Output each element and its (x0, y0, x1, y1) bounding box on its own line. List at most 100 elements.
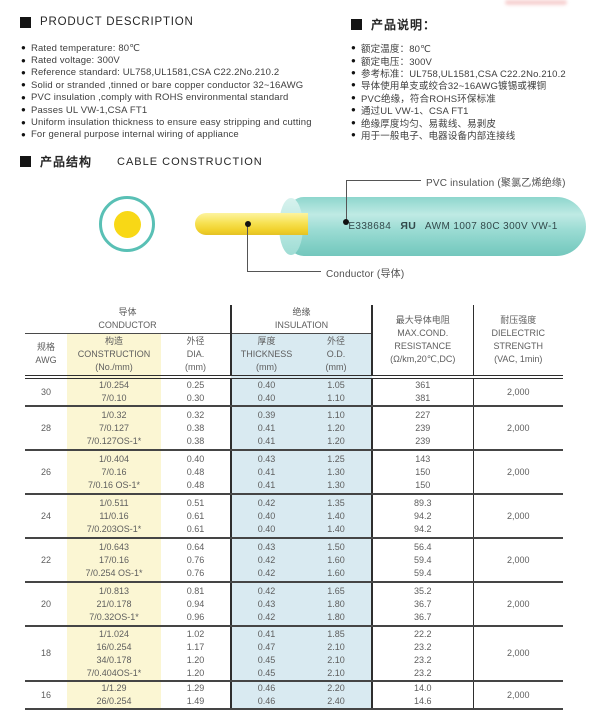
product-description-list-cn: ● 额定温度：80℃ ● 额定电压：300V ● 参考标准：UL758,UL1581,CS… (351, 42, 566, 142)
od-value: 1.35 (327, 497, 345, 508)
resistance-value: 36.7 (413, 611, 432, 622)
od-value: 1.30 (327, 479, 345, 490)
thickness-value: 0.46 (257, 696, 276, 706)
dia-value: 0.40 (186, 453, 205, 464)
od-value: 1.10 (327, 393, 345, 403)
cropped-logo-remnant (505, 0, 567, 5)
od-value: 1.40 (327, 523, 345, 534)
resistance-value: 23.2 (413, 667, 432, 678)
dielectric-cell: 2,000 (472, 406, 563, 451)
od-cell: 2.20 2.40 (301, 681, 372, 710)
table-row: 28 1/0.32 7/0.127 7/0.127OS-1* 0.32 0.38 0.38 0… (25, 406, 563, 451)
resistance-value: 239 (415, 435, 431, 446)
awg-cell: 24 (25, 494, 67, 539)
dielectric-cell: 2,000 (472, 377, 563, 407)
resistance-value: 59.4 (413, 567, 432, 578)
construction-value: 7/0.127OS-1* (86, 435, 142, 446)
od-value: 1.50 (327, 541, 345, 552)
dia-value: 0.81 (186, 585, 205, 596)
dia-cell: 0.40 0.48 0.48 (161, 450, 231, 495)
column-header-construction: 构造 CONSTRUCTION (No./mm) (67, 333, 161, 379)
dia-value: 0.38 (186, 435, 205, 446)
od-cell: 1.85 2.10 2.10 2.10 (301, 626, 372, 682)
construction-cell: 1/1.29 26/0.254 (67, 681, 161, 710)
resistance-value: 56.4 (413, 541, 432, 552)
od-value: 1.20 (327, 435, 345, 446)
column-header-thickness: 厚度 THICKNESS (mm) (230, 333, 301, 379)
awg-cell: 18 (25, 626, 67, 682)
thickness-value: 0.43 (257, 598, 276, 609)
resistance-value: 227 (415, 409, 431, 420)
bullet-text: 用于一般电子、电器设备内部连接线 (360, 130, 516, 142)
construction-value: 1/0.32 (101, 409, 127, 420)
resistance-cell: 35.2 36.7 36.7 (371, 582, 473, 627)
cable-spec-marking: AWM 1007 80C 300V VW-1 (424, 221, 558, 232)
construction-cell: 1/0.511 11/0.16 7/0.203OS-1* (67, 494, 161, 539)
od-value: 1.60 (327, 554, 345, 565)
od-cell: 1.05 1.10 (301, 377, 372, 407)
dia-value: 0.61 (186, 510, 205, 521)
awg-cell: 22 (25, 538, 67, 583)
section-product-description: PRODUCT DESCRIPTION (20, 16, 194, 28)
section-product-description-cn: 产品说明： (351, 16, 436, 33)
thickness-cell: 0.43 0.41 0.41 (230, 450, 301, 495)
thickness-value: 0.42 (257, 611, 276, 622)
construction-value: 7/0.10 (101, 393, 127, 403)
od-cell: 1.65 1.80 1.80 (301, 582, 372, 627)
bullet-icon: ● (21, 80, 26, 90)
od-value: 1.85 (327, 628, 345, 639)
bullet-text: Reference standard: UL758,UL1581,CSA C22… (30, 67, 280, 79)
bullet-text: 额定电压：300V (360, 56, 433, 68)
bullet-icon: ● (351, 55, 356, 65)
thickness-value: 0.41 (257, 479, 276, 490)
dia-cell: 0.51 0.61 0.61 (161, 494, 231, 539)
group-header-insulation: 绝缘 INSULATION (230, 305, 372, 334)
table-row: 16 1/1.29 26/0.254 1.29 1.49 0.46 0.46 2.20 2.40… (25, 681, 563, 710)
bullet-text: For general purpose internal wiring of a… (30, 129, 239, 141)
resistance-cell: 89.3 94.2 94.2 (371, 494, 473, 539)
bullet-icon: ● (21, 67, 26, 77)
od-cell: 1.25 1.30 1.30 (301, 450, 372, 495)
od-value: 1.80 (327, 611, 345, 622)
dia-value: 0.48 (186, 479, 205, 490)
thickness-value: 0.42 (257, 497, 276, 508)
construction-value: 1/1.024 (98, 628, 130, 639)
cable-marking: E338684 ЯU AWM 1007 80C 300V VW-1 (320, 220, 586, 232)
resistance-value: 143 (415, 453, 431, 464)
od-cell: 1.35 1.40 1.40 (301, 494, 372, 539)
conductor-core-circle (113, 210, 141, 238)
bullet-icon: ● (21, 117, 26, 127)
dielectric-cell: 2,000 (472, 626, 563, 682)
bullet-icon: ● (21, 43, 26, 53)
thickness-value: 0.41 (257, 422, 276, 433)
thickness-value: 0.41 (257, 435, 276, 446)
bullet-text: Rated temperature: 80℃ (30, 42, 141, 54)
dielectric-cell: 2,000 (472, 582, 563, 627)
thickness-value: 0.45 (257, 654, 276, 665)
dia-value: 1.02 (186, 628, 205, 639)
dia-value: 1.17 (186, 641, 205, 652)
table-sub-header-row: 规格 AWG 构造 CONSTRUCTION (No./mm) 外径 DIA. … (25, 333, 563, 379)
bullet-text: PVC insulation ,comply with ROHS environ… (30, 92, 289, 104)
dia-value: 0.76 (186, 567, 205, 578)
thickness-value: 0.41 (257, 466, 276, 477)
awg-cell: 20 (25, 582, 67, 627)
dia-cell: 1.29 1.49 (161, 681, 231, 710)
thickness-value: 0.40 (257, 523, 276, 534)
bullet-icon: ● (351, 67, 356, 77)
section-title: PRODUCT DESCRIPTION (40, 16, 194, 28)
dia-value: 0.38 (186, 422, 205, 433)
resistance-value: 59.4 (413, 554, 432, 565)
construction-value: 7/0.16 OS-1* (87, 479, 141, 490)
thickness-value: 0.41 (257, 628, 276, 639)
resistance-value: 22.2 (413, 628, 432, 639)
dia-cell: 0.32 0.38 0.38 (161, 406, 231, 451)
bullet-icon: ● (21, 105, 26, 115)
bullet-text: Passes UL VW-1,CSA FT1 (30, 104, 148, 116)
dia-value: 0.32 (186, 409, 205, 420)
od-value: 1.10 (327, 409, 345, 420)
section-cable-construction: 产品结构 CABLE CONSTRUCTION (20, 153, 263, 170)
bullet-text: Uniform insulation thickness to ensure e… (30, 117, 312, 129)
od-value: 2.10 (327, 667, 345, 678)
od-cell: 1.10 1.20 1.20 (301, 406, 372, 451)
